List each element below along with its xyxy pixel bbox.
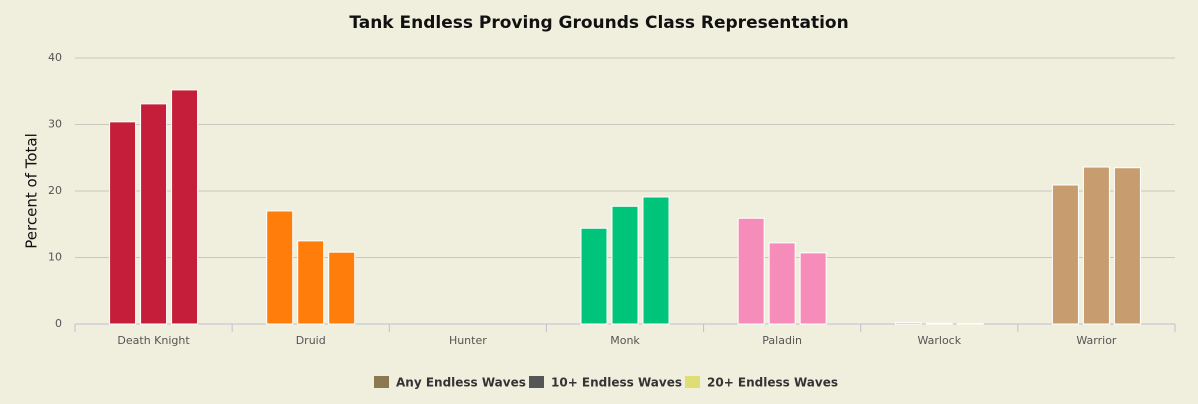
- x-tick-label: Druid: [296, 334, 326, 347]
- x-tick-label: Death Knight: [117, 334, 190, 347]
- y-tick-label: 30: [48, 118, 62, 131]
- bar: [140, 103, 168, 325]
- x-tick-label: Hunter: [449, 334, 487, 347]
- bar: [297, 240, 325, 325]
- bar: [1082, 166, 1110, 325]
- bar: [266, 210, 294, 325]
- x-tick-label: Warlock: [917, 334, 961, 347]
- y-tick-label: 10: [48, 251, 62, 264]
- legend-swatch: [374, 376, 389, 388]
- bar: [894, 322, 922, 325]
- bar: [328, 251, 356, 325]
- legend-swatch: [529, 376, 544, 388]
- bar: [109, 121, 137, 325]
- bar: [611, 205, 639, 325]
- y-tick-label: 20: [48, 184, 62, 197]
- y-axis-label: Percent of Total: [23, 133, 41, 248]
- y-tick-label: 0: [55, 317, 62, 330]
- legend-label: 10+ Endless Waves: [551, 376, 682, 390]
- x-tick-label: Paladin: [762, 334, 802, 347]
- legend-swatch: [685, 376, 700, 388]
- legend-label: Any Endless Waves: [396, 376, 526, 390]
- bar: [642, 196, 670, 325]
- x-tick-label: Monk: [610, 334, 640, 347]
- chart-title: Tank Endless Proving Grounds Class Repre…: [349, 13, 848, 33]
- bar: [1051, 184, 1079, 325]
- bar: [768, 242, 796, 325]
- y-tick-label: 40: [48, 51, 62, 64]
- bar: [580, 227, 608, 325]
- bar: [737, 217, 765, 325]
- bar: [1113, 167, 1141, 325]
- bar: [171, 89, 199, 325]
- bar: [925, 322, 953, 325]
- x-tick-label: Warrior: [1076, 334, 1117, 347]
- legend-label: 20+ Endless Waves: [707, 376, 838, 390]
- bar: [799, 252, 827, 325]
